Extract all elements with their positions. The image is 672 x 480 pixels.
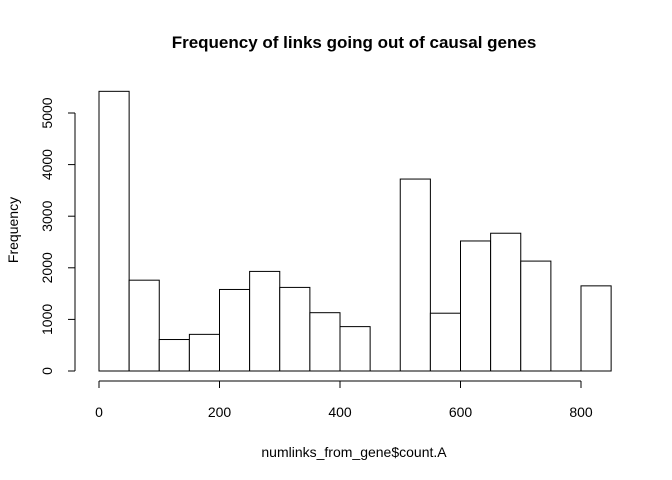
y-tick-label-2000: 2000 bbox=[39, 252, 55, 283]
histogram-bar-13 bbox=[490, 232, 522, 372]
histogram-bar-3 bbox=[188, 333, 221, 372]
bars-group bbox=[98, 90, 612, 372]
x-tick-label-600: 600 bbox=[449, 404, 473, 420]
histogram-bar-2 bbox=[158, 339, 190, 372]
y-axis: 0 1000 2000 3000 4000 5000 bbox=[39, 97, 76, 375]
x-tick-label-200: 200 bbox=[208, 404, 232, 420]
histogram-bar-10 bbox=[399, 178, 431, 372]
histogram-bar-12 bbox=[460, 240, 492, 372]
y-tick-label-5000: 5000 bbox=[39, 97, 55, 128]
y-tick-label-3000: 3000 bbox=[39, 200, 55, 231]
histogram-bar-14 bbox=[520, 260, 552, 372]
x-axis: 0 200 400 600 800 bbox=[95, 380, 593, 420]
chart-title: Frequency of links going out of causal g… bbox=[172, 33, 537, 52]
histogram-bar-7 bbox=[309, 312, 341, 372]
histogram-bar-0 bbox=[98, 90, 130, 372]
y-tick-label-0: 0 bbox=[39, 367, 55, 375]
y-tick-label-1000: 1000 bbox=[39, 304, 55, 335]
histogram-bar-16 bbox=[580, 285, 612, 372]
histogram-bar-8 bbox=[339, 326, 371, 372]
x-axis-label: numlinks_from_gene$count.A bbox=[261, 444, 447, 460]
x-tick-label-400: 400 bbox=[328, 404, 352, 420]
histogram-bar-11 bbox=[429, 312, 462, 372]
histogram-bar-4 bbox=[219, 288, 251, 372]
x-tick-label-800: 800 bbox=[569, 404, 593, 420]
histogram-bar-6 bbox=[279, 286, 311, 372]
histogram-bar-1 bbox=[128, 279, 160, 372]
y-axis-label: Frequency bbox=[5, 197, 21, 263]
histogram-bar-5 bbox=[249, 270, 281, 372]
y-tick-label-4000: 4000 bbox=[39, 149, 55, 180]
x-tick-label-0: 0 bbox=[95, 404, 103, 420]
